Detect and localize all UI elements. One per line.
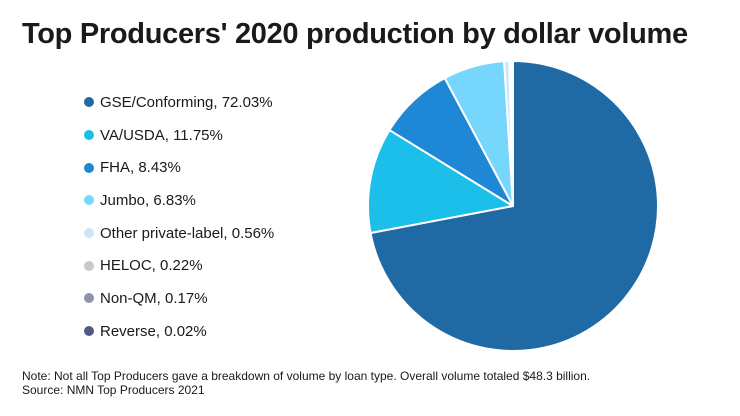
legend-item: Non-QM, 0.17% [84,282,274,315]
legend-label: Non-QM, 0.17% [100,289,208,307]
chart-legend: GSE/Conforming, 72.03% VA/USDA, 11.75% FHA… [84,86,274,348]
legend-label: Jumbo, 6.83% [100,191,196,209]
pie-chart [367,59,659,352]
legend-swatch [84,293,94,304]
legend-item: Jumbo, 6.83% [84,184,274,217]
legend-swatch [84,130,94,141]
note-text: Note: Not all Top Producers gave a break… [22,369,591,383]
legend-item: Other private-label, 0.56% [84,217,274,250]
legend-item: FHA, 8.43% [84,151,274,184]
legend-item: GSE/Conforming, 72.03% [84,86,274,119]
legend-label: FHA, 8.43% [100,159,181,177]
legend-label: Reverse, 0.02% [100,322,207,340]
legend-item: Reverse, 0.02% [84,315,274,348]
legend-swatch [84,228,94,239]
source-text: Source: NMN Top Producers 2021 [22,383,205,397]
legend-swatch [84,162,94,173]
legend-swatch [84,97,94,108]
legend-swatch [84,260,94,271]
chart-notes: Note: Not all Top Producers gave a break… [22,369,590,397]
chart-title: Top Producers' 2020 production by dollar… [22,18,688,50]
legend-label: GSE/Conforming, 72.03% [100,93,273,111]
legend-label: Other private-label, 0.56% [100,224,275,242]
legend-label: VA/USDA, 11.75% [100,126,223,144]
legend-label: HELOC, 0.22% [100,257,203,275]
legend-item: VA/USDA, 11.75% [84,119,274,152]
legend-item: HELOC, 0.22% [84,249,274,282]
legend-swatch [84,326,94,337]
pie-slice [369,60,659,352]
pie-slice [367,129,514,234]
legend-swatch [84,195,94,206]
